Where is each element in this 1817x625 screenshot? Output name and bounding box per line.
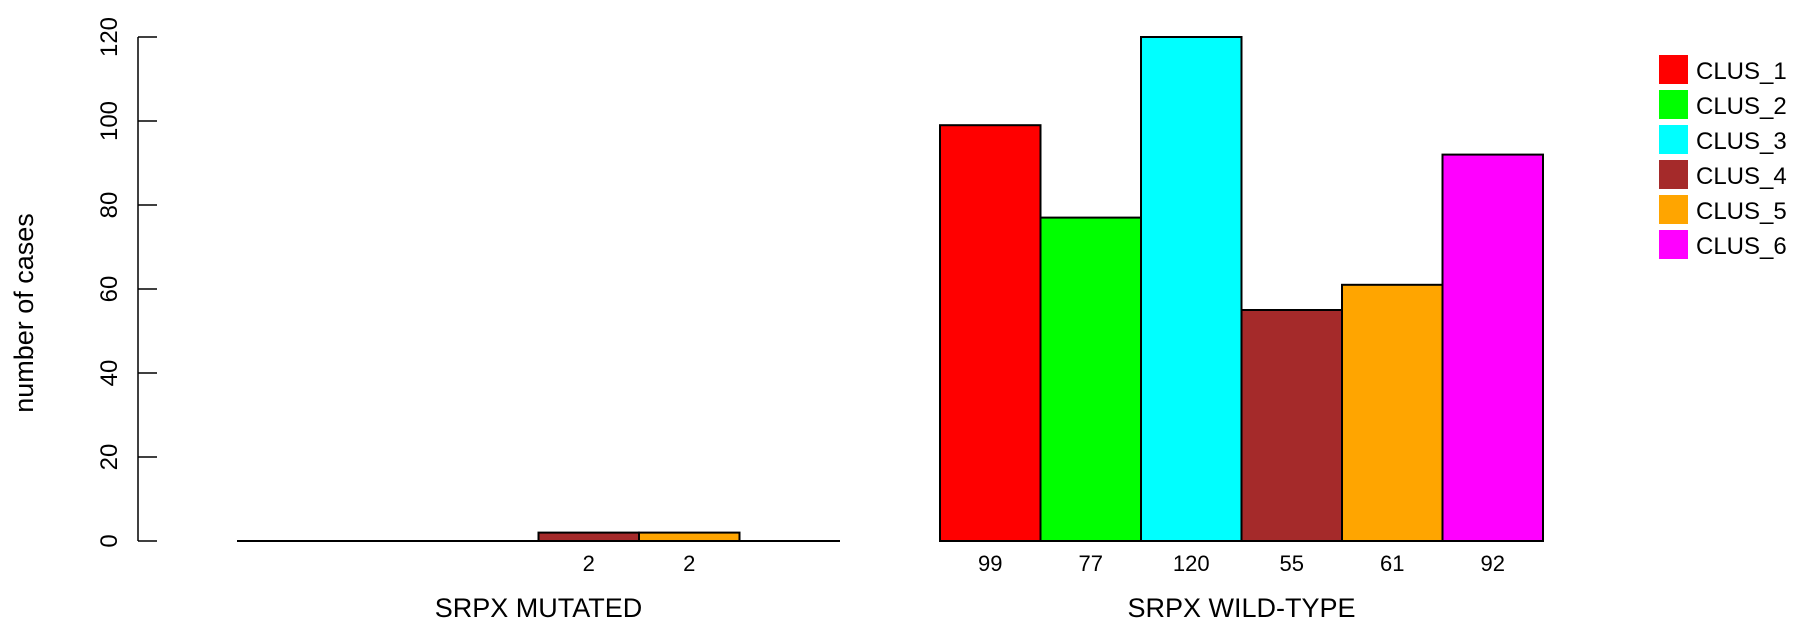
- bar-group-2: 99 77 120 55 61 92 SRPX WILD-TYPE: [939, 36, 1544, 623]
- legend-item-clus_5: CLUS_5: [1659, 195, 1787, 225]
- y-tick-label-2: 40: [96, 360, 123, 387]
- y-tick-label-3: 60: [96, 276, 123, 303]
- bar-2-clus_2: [1039, 216, 1142, 542]
- legend-label: CLUS_3: [1696, 128, 1787, 155]
- bars: 2 2 SRPX MUTATED 99 77 120 55 61 92 SRPX WILD-TYP…: [237, 36, 1544, 623]
- y-tick-label-1: 20: [96, 444, 123, 471]
- bar-count-label: 55: [1280, 551, 1304, 576]
- legend-swatch: [1659, 90, 1688, 119]
- legend-label: CLUS_2: [1696, 93, 1787, 120]
- bar-count-label: 92: [1481, 551, 1505, 576]
- legend-swatch: [1659, 230, 1688, 259]
- legend-item-clus_4: CLUS_4: [1659, 160, 1787, 190]
- legend-label: CLUS_1: [1696, 58, 1787, 85]
- bar-2-clus_1: [939, 124, 1042, 542]
- bar-count-label: 61: [1380, 551, 1404, 576]
- legend: CLUS_1 CLUS_2 CLUS_3 CLUS_4 CLUS_5 CLUS_6: [1659, 55, 1787, 260]
- legend-swatch: [1659, 160, 1688, 189]
- legend-item-clus_3: CLUS_3: [1659, 125, 1787, 155]
- bar-count-label: 120: [1173, 551, 1210, 576]
- bar-2-clus_5: [1341, 283, 1444, 542]
- y-tick-label-6: 120: [96, 17, 123, 57]
- bar-group-1: 2 2 SRPX MUTATED: [237, 531, 840, 623]
- y-axis-title: number of cases: [9, 213, 39, 413]
- y-tick-label-5: 100: [96, 101, 123, 141]
- bar-1-clus_5: [638, 531, 741, 542]
- group-label-2: SRPX WILD-TYPE: [1127, 593, 1355, 623]
- bar-count-label: 77: [1079, 551, 1103, 576]
- bar-1-clus_4: [537, 531, 640, 542]
- bar-2-clus_4: [1240, 309, 1343, 542]
- bar-2-clus_6: [1441, 153, 1544, 542]
- legend-swatch: [1659, 125, 1688, 154]
- bar-count-label: 2: [683, 551, 695, 576]
- legend-item-clus_1: CLUS_1: [1659, 55, 1787, 85]
- legend-swatch: [1659, 195, 1688, 224]
- legend-item-clus_2: CLUS_2: [1659, 90, 1787, 120]
- legend-label: CLUS_4: [1696, 163, 1787, 190]
- legend-item-clus_6: CLUS_6: [1659, 230, 1787, 260]
- bar-count-label: 2: [583, 551, 595, 576]
- bar-count-label: 99: [978, 551, 1002, 576]
- bar-2-clus_3: [1140, 36, 1243, 542]
- y-tick-label-0: 0: [96, 534, 123, 547]
- legend-swatch: [1659, 55, 1688, 84]
- legend-label: CLUS_5: [1696, 198, 1787, 225]
- y-axis: 0 20 40 60 80 100 120: [96, 17, 157, 548]
- group-label-1: SRPX MUTATED: [435, 593, 643, 623]
- legend-label: CLUS_6: [1696, 233, 1787, 260]
- y-tick-label-4: 80: [96, 192, 123, 219]
